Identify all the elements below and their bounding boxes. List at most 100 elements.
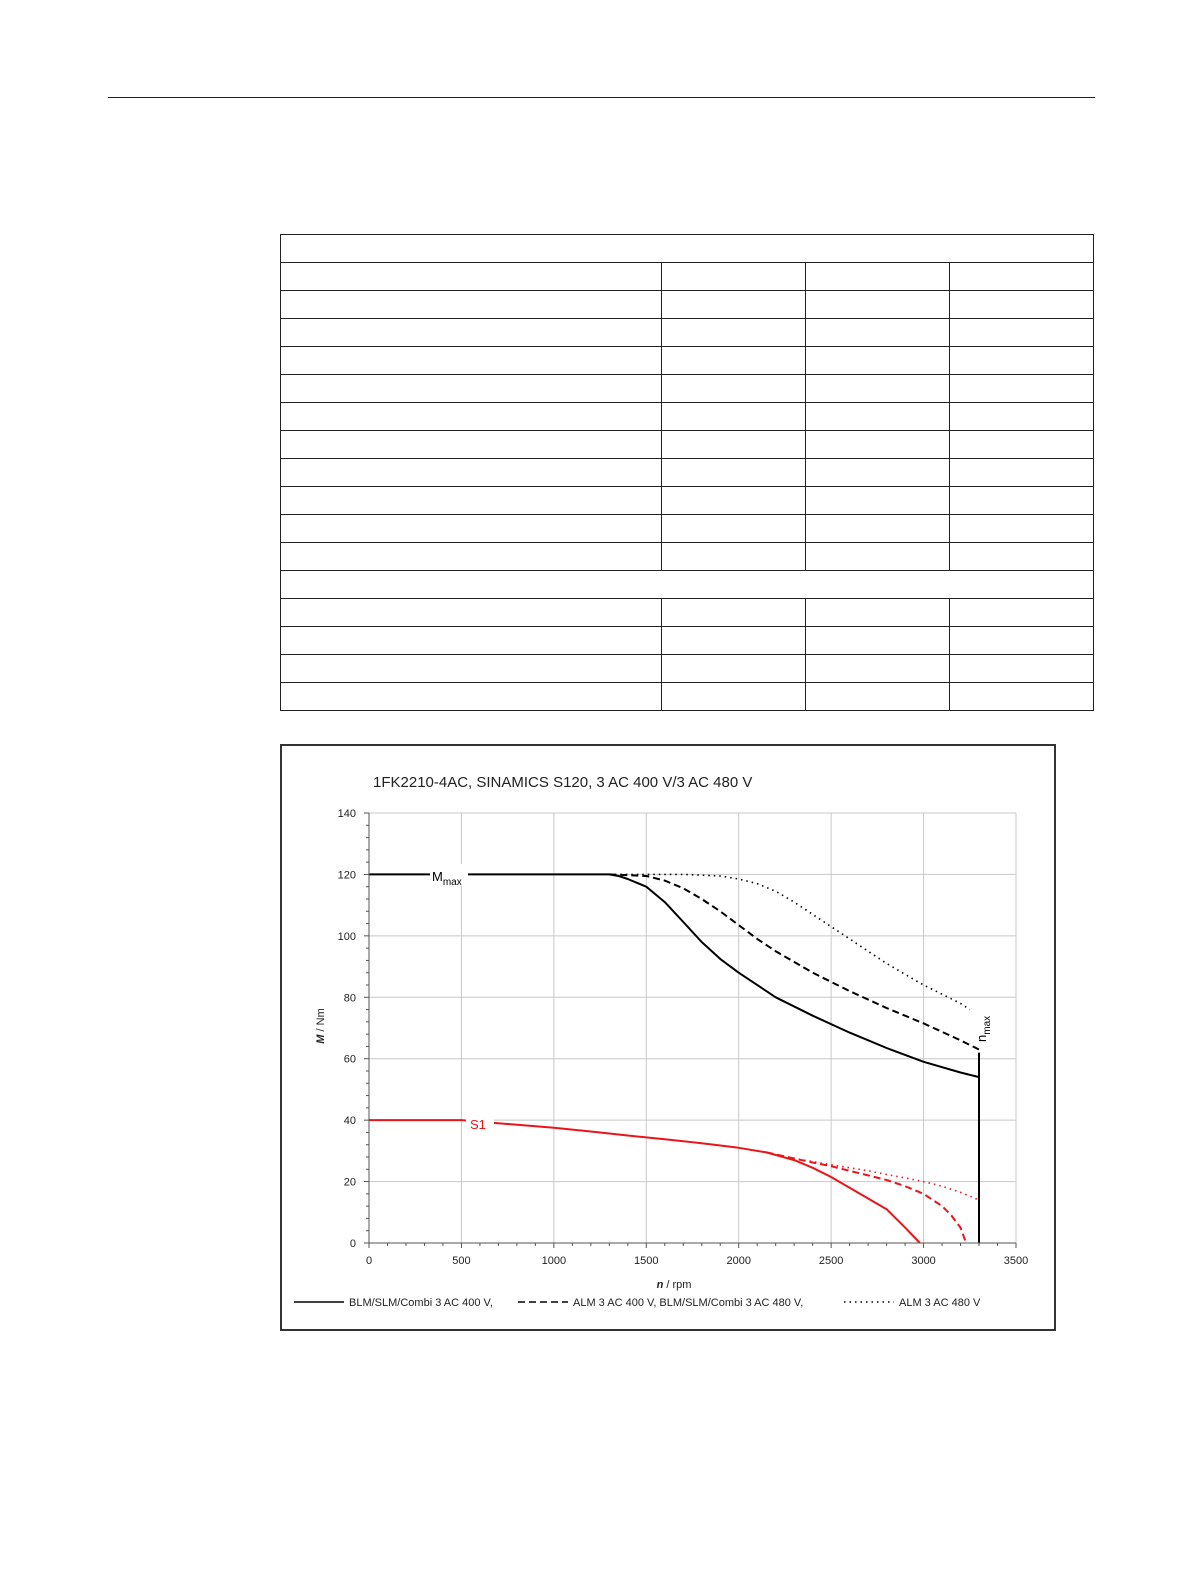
- table-row: [280, 598, 1094, 627]
- table-cell: [661, 402, 806, 431]
- x-tick-label: 3000: [911, 1255, 935, 1267]
- table-cell: [805, 458, 950, 487]
- x-tick-label: 500: [452, 1255, 470, 1267]
- table-cell: [949, 514, 1094, 543]
- table-cell: [949, 290, 1094, 319]
- table-cell: [280, 542, 662, 571]
- mmax-dashed-series-line: [609, 873, 980, 1051]
- table-cell: [280, 318, 662, 347]
- table-row: [280, 374, 1094, 403]
- table-row: [280, 318, 1094, 347]
- y-tick-label: 120: [338, 869, 356, 881]
- legend-label-solid: BLM/SLM/Combi 3 AC 400 V,: [349, 1297, 493, 1309]
- y-tick-label: 20: [344, 1177, 356, 1189]
- y-tick-label: 0: [350, 1238, 356, 1250]
- table-cell: [280, 374, 662, 403]
- table-cell: [280, 262, 662, 291]
- table-cell: [280, 626, 662, 655]
- mmax-label-bg: [430, 864, 468, 886]
- table-cell: [949, 598, 1094, 627]
- table-cell: [805, 374, 950, 403]
- table-cell: [949, 374, 1094, 403]
- table-cell: [661, 374, 806, 403]
- table-cell: [280, 290, 662, 319]
- mmax-label: Mmax: [432, 869, 462, 888]
- y-tick-label: 140: [338, 808, 356, 820]
- table-cell: [805, 654, 950, 683]
- nmax-label: nmax: [974, 1016, 993, 1042]
- chart-legend: BLM/SLM/Combi 3 AC 400 V, ALM 3 AC 400 V,…: [294, 1297, 981, 1309]
- technical-data-table: [280, 234, 1094, 711]
- table-row: [280, 402, 1094, 431]
- table-row: [280, 290, 1094, 319]
- table-cell: [949, 318, 1094, 347]
- table-cell: [949, 626, 1094, 655]
- mmax-solid-series-line: [369, 873, 980, 1079]
- y-tick-label: 60: [344, 1054, 356, 1066]
- table-cell: [280, 346, 662, 375]
- table-cell: [280, 402, 662, 431]
- nmax-label-main: n: [974, 1035, 989, 1042]
- table-cell: [280, 654, 662, 683]
- x-tick-label: 0: [366, 1255, 372, 1267]
- table-cell: [661, 262, 806, 291]
- torque-speed-chart: 1FK2210-4AC, SINAMICS S120, 3 AC 400 V/3…: [294, 774, 1028, 1309]
- y-tick-label: 80: [344, 992, 356, 1004]
- table-row: [280, 262, 1094, 291]
- table-cell: [949, 486, 1094, 515]
- mmax-dotted-series-line: [609, 873, 971, 1011]
- mmax-label-main: M: [432, 869, 443, 884]
- table-cell: [280, 570, 1094, 599]
- table-cell: [949, 430, 1094, 459]
- table-cell: [661, 542, 806, 571]
- table-cell: [805, 402, 950, 431]
- table-cell: [949, 402, 1094, 431]
- table-cell: [949, 346, 1094, 375]
- table-row: [280, 346, 1094, 375]
- s1-label-bg: [466, 1112, 494, 1132]
- table-row: [280, 486, 1094, 515]
- table-cell: [805, 598, 950, 627]
- table-cell: [805, 542, 950, 571]
- table-cell: [280, 486, 662, 515]
- table-cell: [661, 318, 806, 347]
- table-cell: [949, 654, 1094, 683]
- x-tick-label: 1500: [634, 1255, 658, 1267]
- table-cell: [661, 514, 806, 543]
- table-cell: [280, 430, 662, 459]
- table-cell: [661, 486, 806, 515]
- table-row: [280, 570, 1094, 599]
- table-cell: [661, 598, 806, 627]
- x-tick-label: 3500: [1004, 1255, 1028, 1267]
- table-cell: [661, 682, 806, 711]
- table-cell: [805, 514, 950, 543]
- table-cell: [805, 290, 950, 319]
- s1-solid-series-line: [369, 1119, 921, 1244]
- table-row: [280, 458, 1094, 487]
- table-cell: [661, 290, 806, 319]
- nmax-label-sub: max: [982, 1016, 993, 1035]
- table-cell: [280, 514, 662, 543]
- table-cell: [949, 458, 1094, 487]
- table-row: [280, 682, 1094, 711]
- table-cell: [661, 654, 806, 683]
- s1-dashed-series-line: [766, 1151, 968, 1244]
- table-cell: [661, 458, 806, 487]
- y-tick-label: 40: [344, 1115, 356, 1127]
- y-axis-label: M / Nm: [315, 1008, 327, 1043]
- table-row: [280, 430, 1094, 459]
- table-row: [280, 626, 1094, 655]
- table-cell: [949, 262, 1094, 291]
- s1-label: S1: [470, 1117, 486, 1132]
- y-axis-label-symbol: M: [315, 1034, 327, 1044]
- table-row: [280, 542, 1094, 571]
- table-cell: [805, 346, 950, 375]
- table-cell: [949, 542, 1094, 571]
- y-tick-label: 100: [338, 931, 356, 943]
- x-tick-label: 2000: [726, 1255, 750, 1267]
- table-cell: [280, 682, 662, 711]
- table-row: [280, 654, 1094, 683]
- table-row: [280, 234, 1094, 263]
- table-cell: [805, 682, 950, 711]
- x-axis-label-unit: / rpm: [663, 1279, 691, 1291]
